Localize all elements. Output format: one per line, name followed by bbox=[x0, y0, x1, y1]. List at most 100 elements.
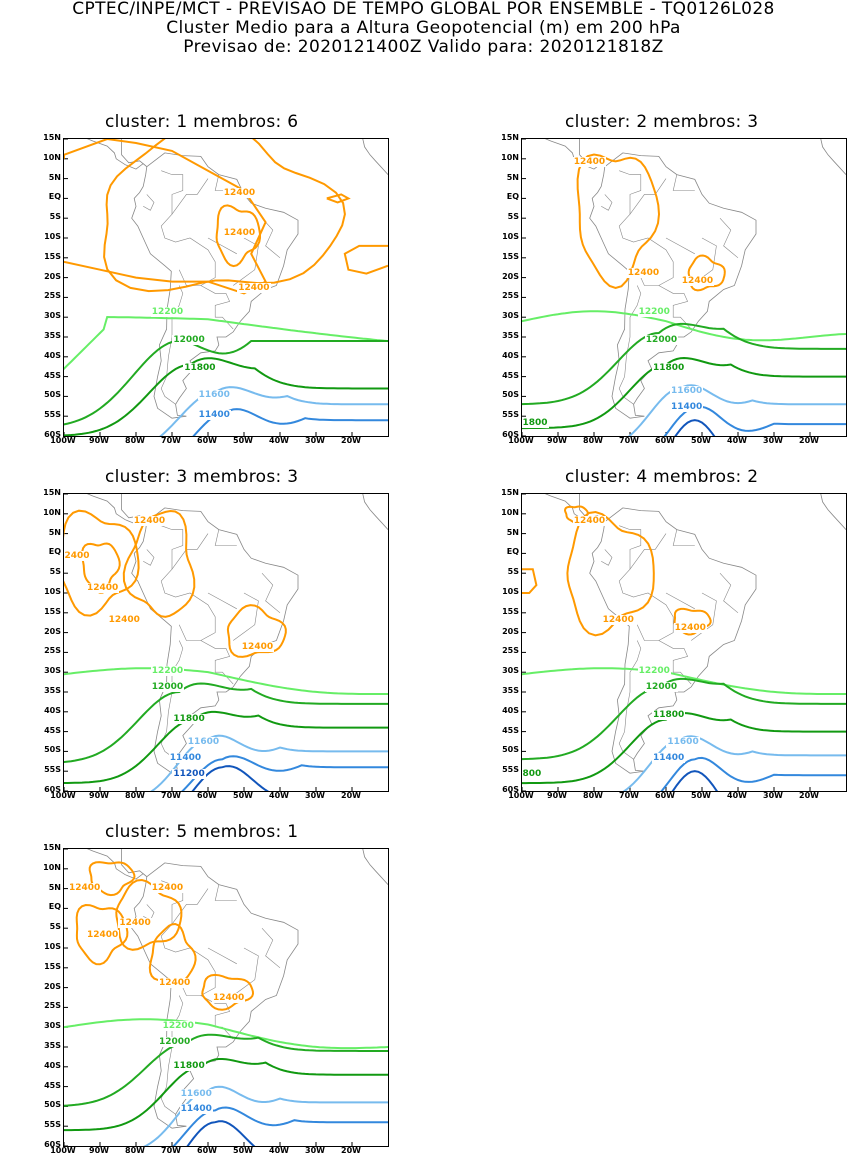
country-border bbox=[207, 947, 237, 965]
map-svg bbox=[64, 494, 388, 791]
contour-label: 12400 bbox=[222, 188, 257, 199]
lat-tick-label: 25S bbox=[502, 646, 519, 656]
contour-label: 12000 bbox=[172, 334, 206, 345]
lat-tick-label: 45S bbox=[44, 1080, 61, 1090]
map-svg bbox=[64, 139, 388, 436]
contour-11400 bbox=[181, 755, 388, 791]
contour-12000 bbox=[64, 339, 388, 426]
contour-12400 bbox=[148, 922, 197, 983]
lon-tick-label: 30W bbox=[305, 1146, 325, 1155]
country-border bbox=[619, 170, 642, 215]
contour-label: 11800 bbox=[522, 418, 549, 429]
lat-tick-label: 10S bbox=[502, 232, 519, 241]
lat-tick-label: 20S bbox=[44, 981, 61, 991]
country-border bbox=[658, 285, 692, 330]
lat-tick-label: 50S bbox=[44, 1100, 61, 1110]
lat-tick-label: 60S bbox=[44, 785, 61, 794]
lat-tick-label: 30S bbox=[502, 311, 519, 321]
contour-label: 12200 bbox=[161, 1021, 195, 1032]
lat-tick-label: 60S bbox=[44, 1140, 61, 1149]
country-border bbox=[665, 237, 695, 255]
lat-tick-label: 10S bbox=[44, 942, 61, 951]
country-border bbox=[665, 592, 695, 610]
contour-12200 bbox=[64, 667, 388, 695]
lat-tick-label: 5S bbox=[507, 567, 519, 577]
map-area: 12400 12400 12400 12200 12000 11800 11600 11400… bbox=[521, 493, 847, 792]
contour-12000 bbox=[522, 322, 846, 406]
lat-tick-label: 30S bbox=[44, 311, 61, 321]
contour-label: 11800 bbox=[183, 362, 217, 373]
panel-title: cluster: 2 membros: 3 bbox=[565, 112, 759, 132]
country-border bbox=[672, 529, 695, 546]
country-border bbox=[233, 947, 259, 996]
contour-label: 12400 bbox=[240, 642, 275, 653]
lon-tick-label: 80W bbox=[125, 1146, 145, 1155]
panel-title: cluster: 4 membros: 2 bbox=[565, 467, 759, 487]
lat-tick-label: 60S bbox=[44, 430, 61, 439]
lat-tick-label: 15N bbox=[43, 133, 61, 142]
country-border bbox=[601, 549, 613, 566]
lat-tick-label: 60S bbox=[502, 785, 519, 794]
lat-tick-label: 20S bbox=[502, 271, 519, 281]
lon-tick-label: 80W bbox=[583, 436, 603, 445]
lat-tick-label: 40S bbox=[502, 350, 519, 360]
lon-tick-label: 30W bbox=[305, 436, 325, 445]
lon-tick-label: 100W bbox=[508, 791, 534, 800]
lon-tick-label: 40W bbox=[269, 436, 289, 445]
lon-tick-label: 100W bbox=[50, 1146, 76, 1155]
lon-tick-label: 50W bbox=[691, 791, 711, 800]
contour-12400 bbox=[115, 878, 183, 951]
contour-11200 bbox=[186, 1120, 256, 1146]
lat-tick-label: EQ bbox=[48, 192, 61, 202]
lat-tick-label: 35S bbox=[502, 686, 519, 695]
lat-tick-label: 40S bbox=[44, 350, 61, 360]
lat-tick-label: 10N bbox=[501, 152, 519, 162]
lat-tick-label: 25S bbox=[44, 291, 61, 301]
lat-tick-label: 55S bbox=[44, 765, 61, 775]
africa-coast bbox=[362, 849, 388, 885]
panel-title: cluster: 3 membros: 3 bbox=[105, 467, 299, 487]
lon-tick-label: 50W bbox=[233, 791, 253, 800]
contour-12400 bbox=[687, 254, 726, 292]
contour-label: 12200 bbox=[150, 666, 185, 677]
contour-11800 bbox=[522, 711, 846, 785]
lon-tick-label: 30W bbox=[763, 791, 783, 800]
lat-tick-label: EQ bbox=[48, 902, 61, 912]
contour-label: 12200 bbox=[637, 307, 671, 318]
contour-12200 bbox=[64, 315, 388, 371]
country-border bbox=[658, 640, 692, 685]
map-area: 12400 12400 12400 12400 12400 12200 12000 11800… bbox=[63, 493, 389, 792]
country-border bbox=[160, 640, 184, 760]
lat-tick-label: 15N bbox=[43, 843, 61, 852]
country-border bbox=[200, 285, 234, 330]
contour-label: 12400 bbox=[64, 551, 91, 562]
contour-label: 12400 bbox=[132, 515, 167, 526]
lon-tick-label: 90W bbox=[89, 791, 109, 800]
lat-tick-label: 20S bbox=[44, 626, 61, 636]
country-border bbox=[207, 592, 237, 610]
central-america-coast bbox=[86, 849, 148, 880]
lat-tick-label: 40S bbox=[502, 705, 519, 715]
contour-12000 bbox=[522, 677, 846, 761]
country-border bbox=[143, 194, 155, 211]
lat-tick-label: 5S bbox=[49, 922, 61, 932]
contour-12200 bbox=[522, 310, 846, 342]
country-border bbox=[214, 529, 237, 546]
contour-12400 bbox=[64, 509, 140, 617]
lon-tick-label: 90W bbox=[89, 1146, 109, 1155]
lat-tick-label: 15S bbox=[44, 961, 61, 971]
south-america-coast bbox=[589, 152, 757, 419]
lon-tick-label: 90W bbox=[89, 436, 109, 445]
lon-tick-label: 20W bbox=[799, 791, 819, 800]
country-border bbox=[719, 217, 739, 259]
lat-tick-label: 45S bbox=[44, 725, 61, 735]
lat-tick-label: 15N bbox=[43, 488, 61, 497]
lon-tick-label: 100W bbox=[50, 791, 76, 800]
lon-tick-label: 80W bbox=[583, 791, 603, 800]
contour-label: 11600 bbox=[670, 386, 704, 397]
contour-12200 bbox=[64, 1018, 388, 1050]
lon-tick-label: 40W bbox=[727, 436, 747, 445]
lat-tick-label: 50S bbox=[44, 390, 61, 400]
lon-tick-label: 50W bbox=[233, 436, 253, 445]
contour-11400 bbox=[663, 405, 846, 436]
